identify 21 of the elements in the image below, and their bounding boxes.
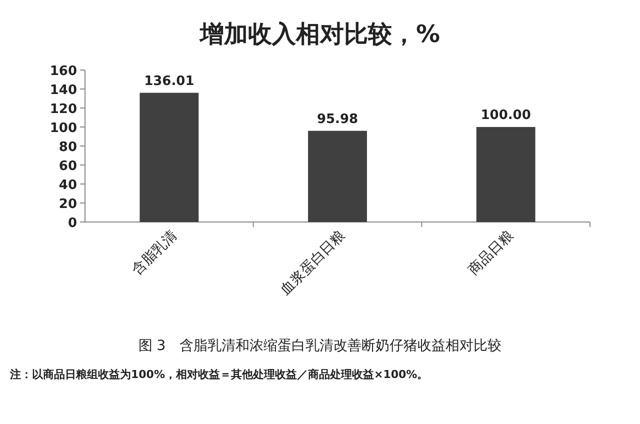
x-tick-label: 商品日粮: [466, 228, 517, 278]
bar: [476, 127, 536, 222]
caption: 图 3 含脂乳清和浓缩蛋白乳清改善断奶仔猪收益相对比较: [138, 337, 502, 354]
y-tick-label: 80: [58, 140, 77, 155]
y-tick-label: 0: [68, 216, 77, 231]
y-tick-label: 20: [58, 197, 77, 212]
data-label: 136.01: [144, 74, 194, 89]
y-tick-label: 160: [50, 64, 77, 79]
data-label: 95.98: [316, 112, 358, 127]
y-tick-label: 60: [58, 159, 77, 174]
text: 注：以商品日粮组收益为100%，相对收益＝其他处理收益／商品处理收益×100%。: [9, 368, 428, 381]
y-tick-label: 140: [50, 83, 77, 98]
chart-title: 增加收入相对比较，%: [198, 20, 440, 48]
x-tick-label: 血浆蛋白日粮: [278, 228, 348, 298]
y-tick-label: 40: [58, 178, 77, 193]
data-label: 100.00: [480, 108, 531, 123]
x-tick-label: 含脂乳清: [129, 228, 180, 278]
y-tick-label: 100: [50, 121, 77, 136]
bar: [140, 92, 199, 222]
y-tick-label: 120: [50, 102, 77, 117]
bar: [308, 130, 367, 222]
